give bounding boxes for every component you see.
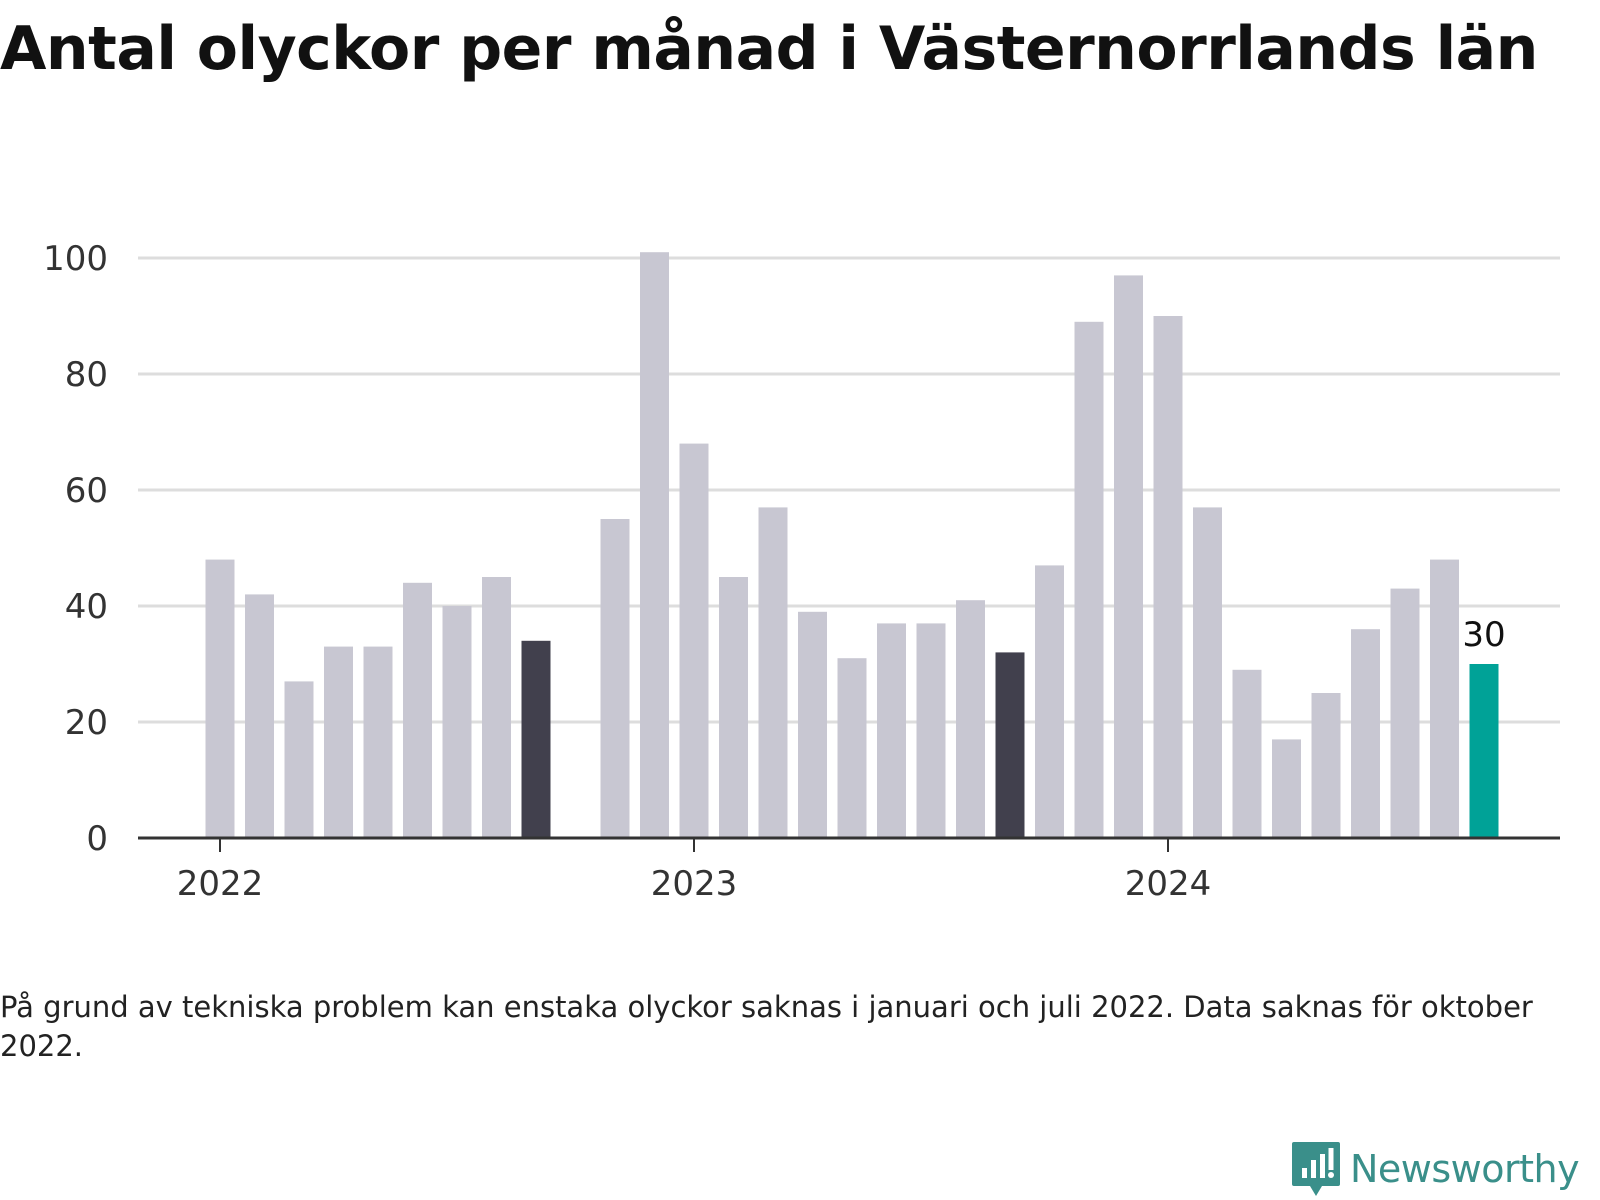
- bar: [600, 519, 630, 838]
- bar: [640, 252, 669, 838]
- bar: [1272, 739, 1301, 838]
- bars: [205, 252, 1499, 838]
- x-tick-label: 2024: [1125, 864, 1212, 904]
- bar: [245, 594, 274, 838]
- bar: [837, 658, 867, 838]
- bar: [284, 681, 314, 838]
- y-axis-tick-labels: 0 20 40 60 80 100: [43, 239, 108, 859]
- bar: [1351, 629, 1380, 838]
- bar: [1153, 316, 1183, 838]
- bar: [1035, 565, 1064, 838]
- bar: [1311, 693, 1341, 838]
- bar: [719, 577, 748, 838]
- bar: [324, 646, 353, 838]
- bar: [1390, 588, 1420, 838]
- brand-logo: Newsworthy: [1290, 1140, 1580, 1198]
- x-tick-label: 2022: [177, 864, 264, 904]
- bar: [1430, 559, 1459, 838]
- bar: [758, 507, 788, 838]
- bar: [442, 606, 472, 838]
- y-tick-label: 0: [86, 819, 108, 859]
- brand-name: Newsworthy: [1350, 1147, 1580, 1191]
- bar: [995, 652, 1025, 838]
- x-axis: [138, 836, 1560, 852]
- bar: [1114, 275, 1143, 838]
- bar: [1469, 664, 1499, 838]
- y-tick-label: 60: [65, 471, 108, 511]
- annotations: 30: [1462, 615, 1505, 655]
- y-tick-label: 80: [65, 355, 108, 395]
- data-label: 30: [1462, 615, 1505, 655]
- bar-chart: 0 20 40 60 80 100 2022 2023 2024 30: [43, 239, 1560, 904]
- bar: [916, 623, 946, 838]
- y-tick-label: 40: [65, 587, 108, 627]
- bar: [363, 646, 393, 838]
- bar: [798, 611, 827, 838]
- bar: [1193, 507, 1222, 838]
- bar: [679, 443, 709, 838]
- footnote: På grund av tekniska problem kan enstaka…: [0, 990, 1533, 1063]
- bar: [482, 577, 511, 838]
- y-tick-label: 20: [65, 703, 108, 743]
- chart-title: Antal olyckor per månad i Västernorrland…: [0, 14, 1538, 84]
- newsworthy-logo-icon: [1292, 1142, 1340, 1196]
- x-axis-tick-labels: 2022 2023 2024: [177, 864, 1212, 904]
- bar: [1232, 669, 1262, 838]
- bar: [521, 640, 551, 838]
- bar: [403, 582, 432, 838]
- bar: [1074, 321, 1104, 838]
- bar: [877, 623, 906, 838]
- y-tick-label: 100: [43, 239, 108, 279]
- x-tick-label: 2023: [651, 864, 738, 904]
- bar: [956, 600, 985, 838]
- bar: [205, 559, 235, 838]
